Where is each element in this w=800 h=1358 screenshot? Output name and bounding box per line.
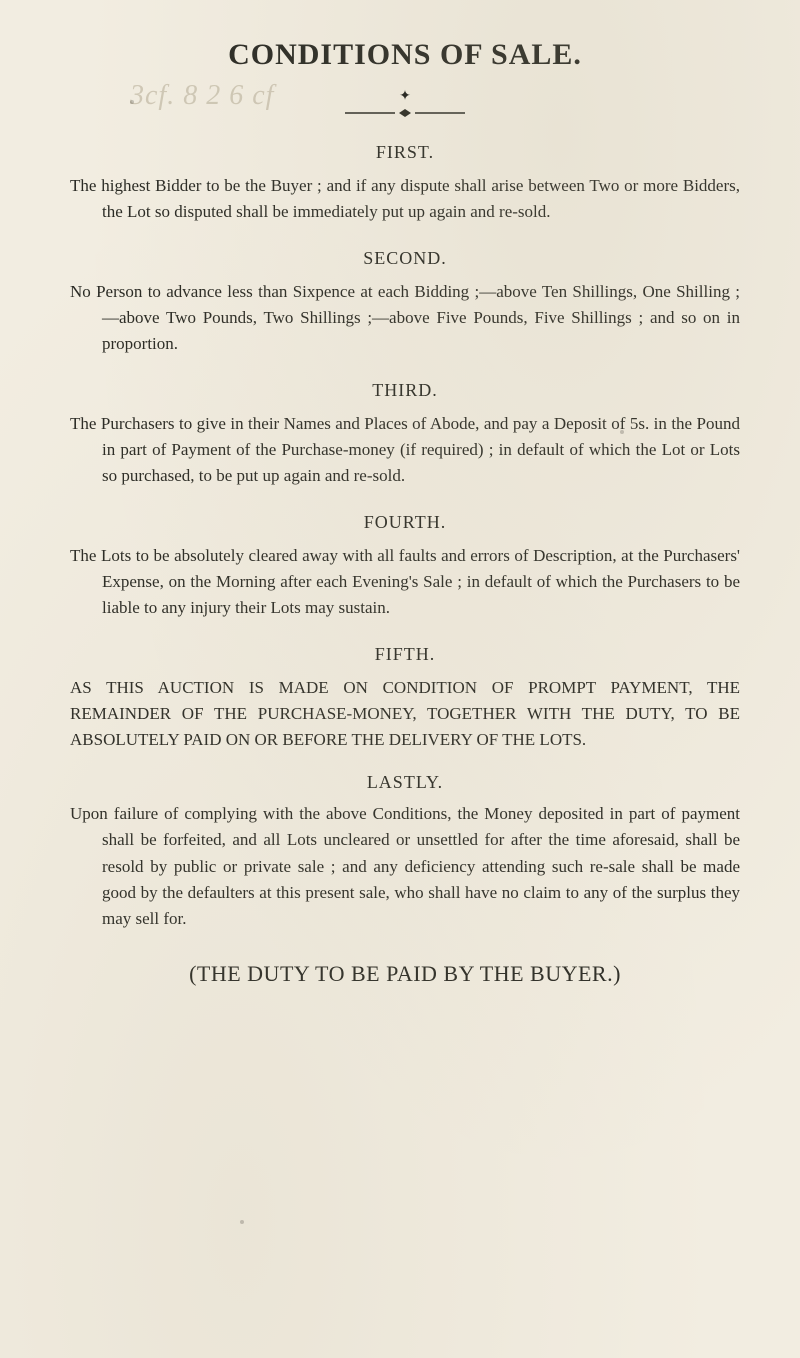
pencil-annotation: 3cf. 8 2 6 cf <box>130 80 274 112</box>
body-fourth: The Lots to be absolutely cleared away w… <box>70 543 740 622</box>
heading-fifth: FIFTH. <box>70 644 740 665</box>
footer-note: (THE DUTY TO BE PAID BY THE BUYER.) <box>70 961 740 987</box>
body-second: No Person to advance less than Sixpence … <box>70 279 740 358</box>
body-third: The Purchasers to give in their Names an… <box>70 411 740 490</box>
heading-fourth: FOURTH. <box>70 512 740 533</box>
paper-speck <box>130 100 134 104</box>
ornament-row: ✦ 3cf. 8 2 6 cf <box>70 78 740 122</box>
heading-third: THIRD. <box>70 380 740 401</box>
ornament-top-glyph: ✦ <box>399 90 411 104</box>
heading-lastly: LASTLY. <box>70 772 740 793</box>
heading-first: FIRST. <box>70 142 740 163</box>
body-lastly: Upon failure of complying with the above… <box>70 801 740 933</box>
heading-second: SECOND. <box>70 248 740 269</box>
body-first: The highest Bidder to be the Buyer ; and… <box>70 173 740 226</box>
body-fifth: AS THIS AUCTION IS MADE ON CONDITION OF … <box>70 675 740 754</box>
page-title: CONDITIONS OF SALE. <box>70 38 740 72</box>
paper-speck <box>620 430 624 434</box>
paper-speck <box>240 1220 244 1224</box>
